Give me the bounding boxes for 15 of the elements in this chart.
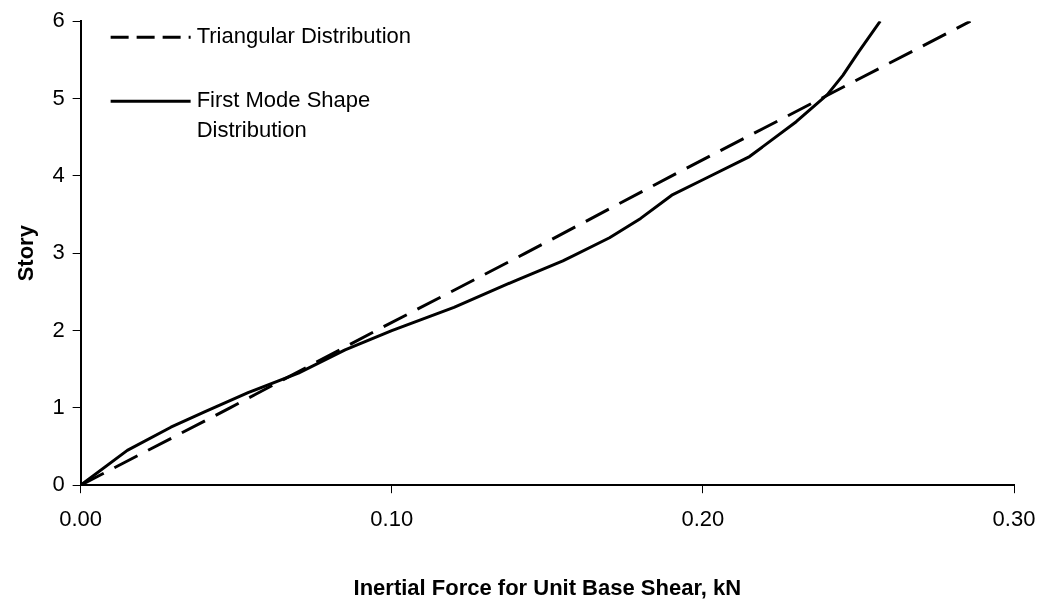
legend-label: First Mode Shape Distribution <box>196 87 371 143</box>
y-tick-label: 2 <box>52 316 65 342</box>
x-tick-label: 0.20 <box>681 506 725 532</box>
x-tick-label: 0.10 <box>370 506 414 532</box>
x-tick-label: 0.00 <box>59 506 103 532</box>
y-tick-label: 0 <box>52 471 65 497</box>
y-tick-label: 5 <box>52 84 65 110</box>
legend-label: Triangular Distribution <box>196 23 412 49</box>
y-axis-title: Story <box>13 224 39 282</box>
y-tick-label: 1 <box>52 393 65 419</box>
x-tick-label: 0.30 <box>992 506 1036 532</box>
x-axis-title: Inertial Force for Unit Base Shear, kN <box>353 574 742 600</box>
y-tick-label: 6 <box>52 7 65 33</box>
y-tick-label: 3 <box>52 239 65 265</box>
y-tick-label: 4 <box>52 161 65 187</box>
